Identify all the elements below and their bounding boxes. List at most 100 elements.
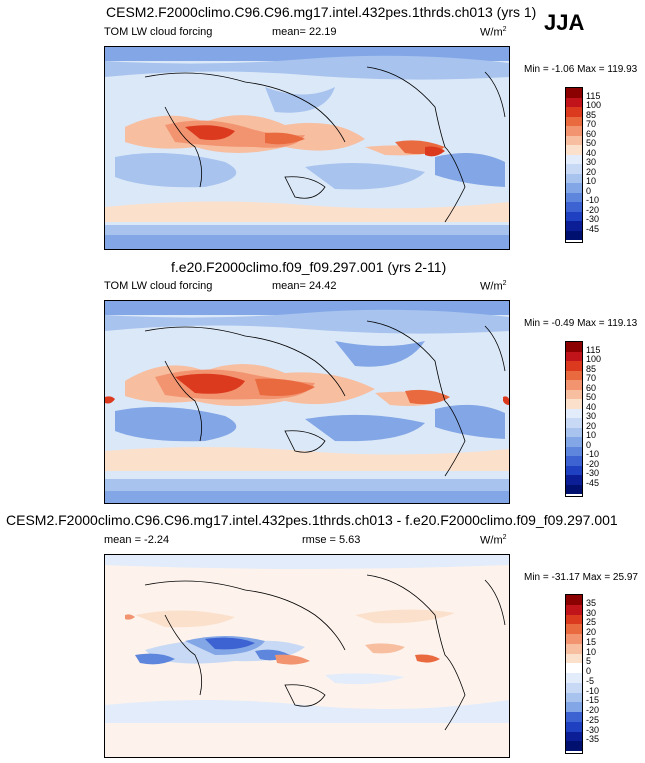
panel-2-colorbar: [565, 341, 583, 497]
colorbar-swatch: [566, 427, 582, 437]
panel-1-colorbar: [565, 87, 583, 243]
panel-1-units: W/m2: [480, 26, 507, 39]
colorbar-swatch: [566, 624, 582, 634]
colorbar-swatch: [566, 135, 582, 145]
colorbar-tick-label: -5: [586, 675, 595, 686]
panel-2-units: W/m2: [480, 280, 507, 293]
colorbar-tick-label: -45: [586, 477, 600, 488]
colorbar-tick-label: 15: [586, 636, 597, 647]
panel-3-mean: mean = -2.24: [104, 534, 170, 546]
colorbar-swatch: [566, 682, 582, 693]
colorbar-tick-label: -10: [586, 685, 600, 696]
colorbar-swatch: [566, 164, 582, 174]
colorbar-swatch: [566, 663, 582, 673]
panel-2-minmax: Min = -0.49 Max = 119.13: [524, 318, 638, 329]
colorbar-tick-label: -45: [586, 223, 600, 234]
colorbar-swatch: [566, 361, 582, 371]
colorbar-tick-label: 0: [586, 666, 592, 676]
panel-3-minmax: Min = -31.17 Max = 25.97: [524, 572, 638, 583]
colorbar-swatch: [566, 475, 582, 485]
panel-1-minmax: Min = -1.06 Max = 119.93: [524, 64, 638, 75]
colorbar-tick-label: -35: [586, 734, 600, 745]
colorbar-tick-label: 30: [586, 607, 597, 618]
panel-2-mean: mean= 24.42: [272, 280, 337, 292]
colorbar-swatch: [566, 389, 582, 399]
colorbar-swatch: [566, 595, 582, 605]
colorbar-tick-label: 35: [586, 597, 597, 608]
colorbar-swatch: [566, 465, 582, 475]
colorbar-swatch: [566, 107, 582, 117]
colorbar-swatch: [566, 702, 582, 712]
colorbar-tick-label: 20: [586, 166, 597, 177]
panel-3-map: [104, 554, 510, 758]
colorbar-swatch: [566, 351, 582, 361]
colorbar-tick-label: 20: [586, 420, 597, 431]
colorbar-swatch: [566, 211, 582, 221]
colorbar-tick-label: 30: [586, 157, 597, 167]
colorbar-swatch: [566, 634, 582, 644]
colorbar-tick-label: 115: [586, 90, 601, 101]
colorbar-swatch: [566, 456, 582, 466]
colorbar-tick-label: 40: [586, 147, 597, 158]
colorbar-tick-label: 10: [586, 176, 597, 186]
colorbar-swatch: [566, 712, 582, 722]
colorbar-tick-label: 70: [586, 373, 597, 383]
panel-3-title: CESM2.F2000climo.C96.C96.mg17.intel.432p…: [6, 512, 618, 528]
colorbar-swatch: [566, 126, 582, 136]
colorbar-tick-label: 115: [586, 344, 601, 355]
colorbar-swatch: [566, 183, 582, 193]
colorbar-tick-label: -30: [586, 468, 600, 478]
colorbar-tick-label: 25: [586, 617, 597, 628]
colorbar-tick-label: 20: [586, 627, 597, 637]
panel-2-map: [104, 300, 510, 504]
colorbar-tick-label: 100: [586, 100, 602, 110]
panel-3-rmse: rmse = 5.63: [302, 534, 361, 546]
colorbar-swatch: [566, 673, 582, 683]
colorbar-tick-label: 60: [586, 128, 597, 139]
colorbar-swatch: [566, 399, 582, 409]
colorbar-swatch: [566, 721, 582, 732]
colorbar-swatch: [566, 116, 582, 126]
season-label: JJA: [544, 10, 585, 35]
colorbar-swatch: [566, 418, 582, 428]
colorbar-swatch: [566, 614, 582, 625]
colorbar-swatch: [566, 230, 582, 240]
panel-3-colorbar: [565, 594, 583, 754]
panel-2-variable: TOM LW cloud forcing: [104, 280, 213, 292]
panel-1-title: CESM2.F2000climo.C96.C96.mg17.intel.432p…: [106, 4, 537, 20]
colorbar-tick-label: 10: [586, 430, 597, 440]
colorbar-swatch: [566, 437, 582, 447]
colorbar-swatch: [566, 88, 582, 98]
colorbar-tick-label: -25: [586, 714, 600, 725]
colorbar-swatch: [566, 97, 582, 107]
colorbar-tick-label: -30: [586, 214, 600, 224]
colorbar-swatch: [566, 692, 582, 703]
colorbar-swatch: [566, 173, 582, 183]
colorbar-tick-label: 50: [586, 392, 597, 402]
colorbar-tick-label: 30: [586, 411, 597, 421]
colorbar-tick-label: -10: [586, 195, 600, 205]
colorbar-swatch: [566, 221, 582, 231]
panel-3-units: W/m2: [480, 534, 507, 547]
colorbar-swatch: [566, 342, 582, 352]
colorbar-tick-label: -20: [586, 204, 600, 215]
colorbar-swatch: [566, 731, 582, 742]
colorbar-tick-label: 60: [586, 382, 597, 393]
colorbar-tick-label: 10: [586, 646, 597, 657]
panel-1-map: [104, 46, 510, 250]
panel-1-variable: TOM LW cloud forcing: [104, 26, 213, 38]
colorbar-tick-label: 0: [586, 185, 592, 196]
colorbar-tick-label: 40: [586, 401, 597, 412]
colorbar-swatch: [566, 741, 582, 751]
colorbar-swatch: [566, 484, 582, 494]
colorbar-swatch: [566, 380, 582, 390]
panel-2-title: f.e20.F2000climo.f09_f09.297.001 (yrs 2-…: [171, 259, 447, 275]
colorbar-tick-label: -10: [586, 449, 600, 459]
colorbar-tick-label: 70: [586, 119, 597, 129]
colorbar-swatch: [566, 408, 582, 418]
colorbar-tick-label: -20: [586, 705, 600, 715]
colorbar-swatch: [566, 370, 582, 380]
colorbar-swatch: [566, 145, 582, 155]
colorbar-swatch: [566, 192, 582, 202]
colorbar-swatch: [566, 446, 582, 456]
